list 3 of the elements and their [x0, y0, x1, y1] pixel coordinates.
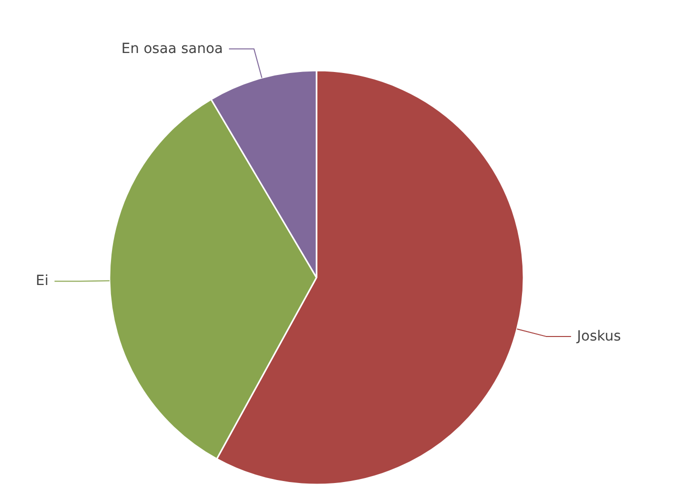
slice-label: En osaa sanoa	[121, 40, 223, 57]
slice-label: Ei	[36, 273, 49, 290]
slice-label: Joskus	[576, 328, 621, 344]
